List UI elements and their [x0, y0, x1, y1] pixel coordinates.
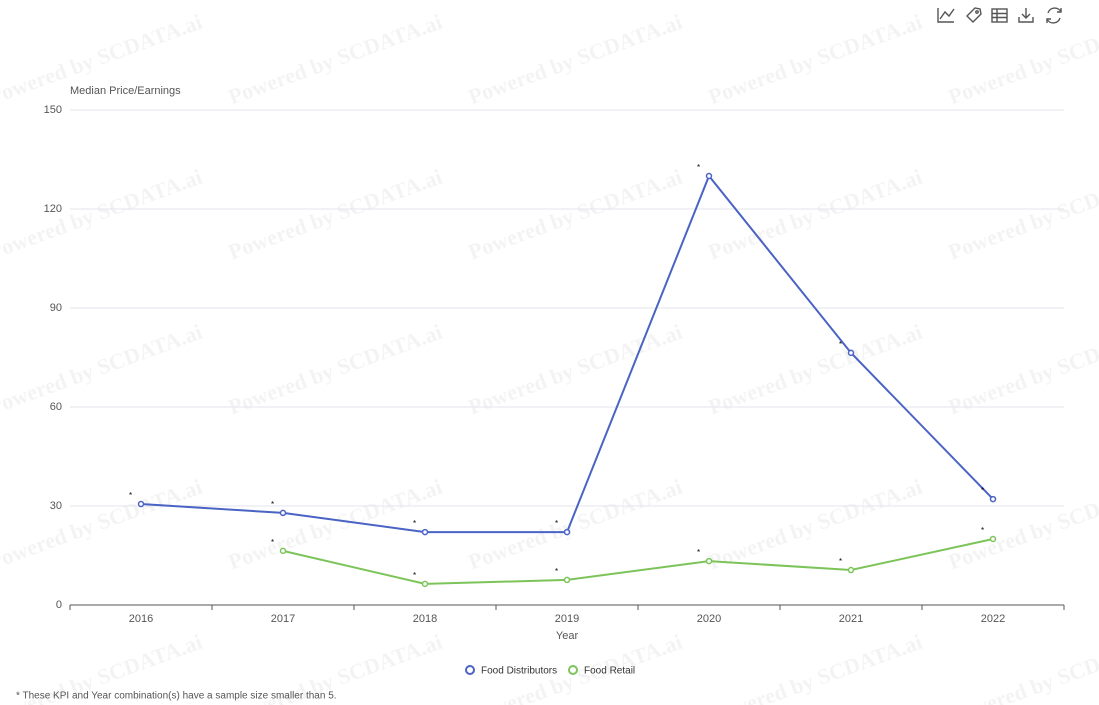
point-note: * [555, 519, 558, 528]
point [989, 495, 997, 503]
watermark: Powered by SCDATA.ai [945, 474, 1099, 575]
x-tick-label: 2020 [697, 613, 721, 625]
watermark: Powered by SCDATA.ai [705, 164, 925, 265]
point [847, 349, 855, 357]
watermark: Powered by SCDATA.ai [465, 474, 685, 575]
download-icon[interactable] [1018, 8, 1034, 23]
point-note: * [413, 571, 416, 580]
point [421, 528, 429, 536]
watermark: Powered by SCDATA.ai [705, 319, 925, 420]
point-note: * [839, 340, 842, 349]
watermark: Powered by SCDATA.ai [465, 9, 685, 110]
point-note: * [271, 538, 274, 547]
point [705, 172, 713, 180]
legend-marker [568, 665, 578, 675]
legend-marker [465, 665, 475, 675]
point [279, 547, 287, 555]
point [563, 528, 571, 536]
legend-item[interactable]: Food Distributors [465, 665, 557, 677]
watermark: Powered by SCDATA.ai [945, 164, 1099, 265]
point-note: * [697, 548, 700, 557]
watermark: Powered by SCDATA.ai [225, 164, 445, 265]
watermark: Powered by SCDATA.ai [945, 629, 1099, 705]
point [847, 566, 855, 574]
watermark: Powered by SCDATA.ai [0, 474, 205, 575]
point [421, 580, 429, 588]
watermark: Powered by SCDATA.ai [705, 9, 925, 110]
legend-label: Food Distributors [481, 666, 557, 677]
y-tick-label: 90 [50, 302, 62, 314]
table-icon[interactable] [991, 8, 1008, 23]
y-tick-label: 0 [56, 599, 62, 611]
x-tick-label: 2018 [413, 613, 437, 625]
series-line [282, 538, 994, 585]
x-axis-title: Year [556, 630, 579, 642]
point [705, 557, 713, 565]
tag-icon[interactable] [966, 7, 982, 23]
watermark: Powered by SCDATA.ai [945, 319, 1099, 420]
y-tick-label: 30 [50, 500, 62, 512]
x-tick-label: 2021 [839, 613, 863, 625]
point-note: * [129, 491, 132, 500]
legend-item[interactable]: Food Retail [568, 665, 635, 677]
y-tick-label: 60 [50, 401, 62, 413]
watermark: Powered by SCDATA.ai [0, 164, 205, 265]
point-note: * [555, 567, 558, 576]
point-note: * [981, 486, 984, 495]
x-tick-label: 2016 [129, 613, 153, 625]
watermarks: Powered by SCDATA.aiPowered by SCDATA.ai… [0, 9, 1099, 705]
x-tick-label: 2022 [981, 613, 1005, 625]
x-tick-label: 2017 [271, 613, 295, 625]
line-icon[interactable] [937, 8, 955, 23]
point [279, 509, 287, 517]
point-note: * [413, 519, 416, 528]
refresh-icon[interactable] [1046, 7, 1062, 24]
watermark: Powered by SCDATA.ai [225, 319, 445, 420]
watermark: Powered by SCDATA.ai [465, 319, 685, 420]
point-note: * [981, 526, 984, 535]
point [137, 500, 145, 508]
point-note: * [697, 163, 700, 172]
watermark: Powered by SCDATA.ai [225, 9, 445, 110]
watermark: Powered by SCDATA.ai [705, 474, 925, 575]
y-tick-label: 120 [44, 203, 62, 215]
point [563, 576, 571, 584]
point [989, 535, 997, 543]
point-note: * [839, 557, 842, 566]
point-note: * [271, 500, 274, 509]
footnote: * These KPI and Year combination(s) have… [16, 691, 337, 702]
watermark: Powered by SCDATA.ai [465, 164, 685, 265]
x-tick-label: 2019 [555, 613, 579, 625]
watermark: Powered by SCDATA.ai [705, 629, 925, 705]
legend-label: Food Retail [584, 666, 635, 677]
y-tick-label: 150 [44, 104, 62, 116]
watermark: Powered by SCDATA.ai [945, 9, 1099, 110]
toolbar [937, 7, 1062, 24]
watermark: Powered by SCDATA.ai [0, 319, 205, 420]
y-axis-title: Median Price/Earnings [70, 85, 181, 97]
